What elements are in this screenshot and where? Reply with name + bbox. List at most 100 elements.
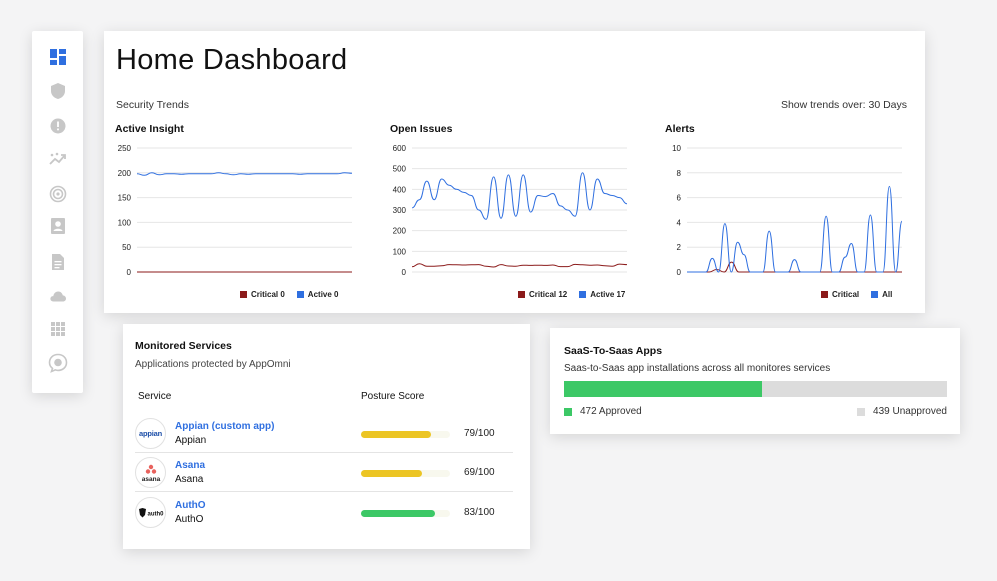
service-link[interactable]: Appian (custom app) [175,421,275,432]
saas-title: SaaS-To-Saas Apps [564,345,663,357]
legend-label: All [882,290,893,299]
y-tick-label: 200 [393,227,407,236]
sidebar-item-cloud[interactable] [32,283,83,309]
y-tick-label: 10 [672,144,681,153]
page-title: Home Dashboard [116,44,348,76]
svg-text:asana: asana [141,476,160,483]
sidebar-item-apps[interactable] [32,316,83,342]
chart-title: Alerts [665,123,695,135]
user-profile-icon [50,218,65,234]
asana-logo: asana [135,457,166,488]
y-tick-label: 100 [393,247,407,256]
trends-icon [48,152,66,165]
document-icon [51,254,64,270]
apps-grid-icon [50,322,65,336]
legend-swatch-critical [821,291,828,298]
sidebar-item-support[interactable] [32,350,83,376]
appian-logo: appian [135,418,166,449]
legend-label: Active 0 [307,290,339,299]
trend-range-selector[interactable]: Show trends over: 30 Days [780,99,907,111]
service-name: Asana [175,474,204,485]
legend-item-all: All [871,290,892,299]
posture-score-fill [361,510,435,517]
y-tick-label: 2 [677,243,682,252]
active-insight-legend: Critical 0 Active 0 [240,290,338,299]
open-issues-legend: Critical 12 Active 17 [518,290,625,299]
sidebar-item-security[interactable] [32,78,83,104]
posture-score-bar [361,510,450,517]
shield-icon [50,83,65,99]
legend-label: Critical 0 [251,290,285,299]
sidebar-item-dashboard[interactable] [32,44,83,70]
unapproved-count: 439 Unapproved [873,406,947,417]
posture-score-fill [361,470,423,477]
y-tick-label: 0 [677,268,682,277]
alerts-plot: 10 8 6 4 2 0 [672,144,903,277]
open-issues-plot: 600 500 400 300 200 100 0 [393,144,628,277]
chart-title: Open Issues [390,123,453,135]
legend-swatch-all [871,291,879,298]
approved-legend: 472 Approved [564,406,642,417]
sidebar-item-users[interactable] [32,213,83,239]
y-tick-label: 150 [118,194,132,203]
legend-label: Active 17 [590,290,626,299]
security-trends-label: Security Trends [116,99,189,111]
service-row: appian Appian (custom app) Appian 79/100 [135,414,513,453]
y-tick-label: 200 [118,169,132,178]
posture-score-value: 69/100 [464,467,495,478]
y-tick-label: 8 [677,169,682,178]
service-row: auth0 AuthO AuthO 83/100 [135,493,513,532]
alerts-legend: Critical All [821,290,892,299]
legend-item-active: Active 17 [579,290,625,299]
saas-to-saas-card: SaaS-To-Saas Apps Saas-to-Saas app insta… [550,328,960,434]
approved-swatch [564,407,572,416]
posture-score-fill [361,431,432,438]
approval-progress-bar [564,381,947,397]
series-line-critical [687,261,902,273]
posture-score-column-header: Posture Score [361,391,425,402]
y-tick-label: 400 [393,185,407,194]
y-tick-label: 50 [122,243,131,252]
sidebar [32,31,83,393]
y-tick-label: 0 [402,268,407,277]
posture-score-bar [361,431,450,438]
sidebar-item-trends[interactable] [32,146,83,172]
monitored-services-title: Monitored Services [135,340,232,352]
saas-subtitle: Saas-to-Saas app installations across al… [564,363,831,374]
series-line-critical [411,263,628,268]
signal-icon [49,185,66,203]
service-name: Appian [175,435,207,446]
y-tick-label: 4 [677,218,682,227]
active-insight-plot: 250 200 150 100 50 0 [118,144,353,277]
legend-item-critical: Critical [821,290,859,299]
y-tick-label: 500 [393,165,407,174]
legend-item-active: Active 0 [296,290,339,299]
approved-count: 472 Approved [580,406,642,417]
service-link[interactable]: Asana [175,460,206,471]
sidebar-item-signals[interactable] [32,181,83,207]
service-row: asana Asana Asana 69/100 [135,453,513,492]
legend-label: Critical 12 [529,290,568,299]
y-tick-label: 100 [118,218,132,227]
sidebar-item-alerts[interactable] [32,113,83,139]
chart-title: Active Insight [115,123,184,135]
auth0-logo: auth0 [135,497,166,528]
series-line-active [136,172,353,176]
chat-icon [48,353,67,373]
sidebar-item-reports[interactable] [32,249,83,275]
y-tick-label: 6 [677,194,682,203]
service-link[interactable]: AuthO [175,500,206,511]
dashboard-icon [49,49,66,65]
y-tick-label: 250 [118,144,132,153]
security-dashboard-card: Home Dashboard Security Trends Show tren… [104,31,925,313]
legend-swatch-critical [518,291,525,298]
alert-icon [50,118,65,134]
legend-swatch-active [296,291,304,298]
svg-text:auth0: auth0 [147,511,164,517]
legend-swatch-critical [240,291,247,298]
y-tick-label: 0 [127,268,132,277]
approved-fill [564,381,763,397]
service-name: AuthO [175,514,204,525]
cloud-icon [49,291,66,302]
unapproved-legend: 439 Unapproved [857,406,947,417]
